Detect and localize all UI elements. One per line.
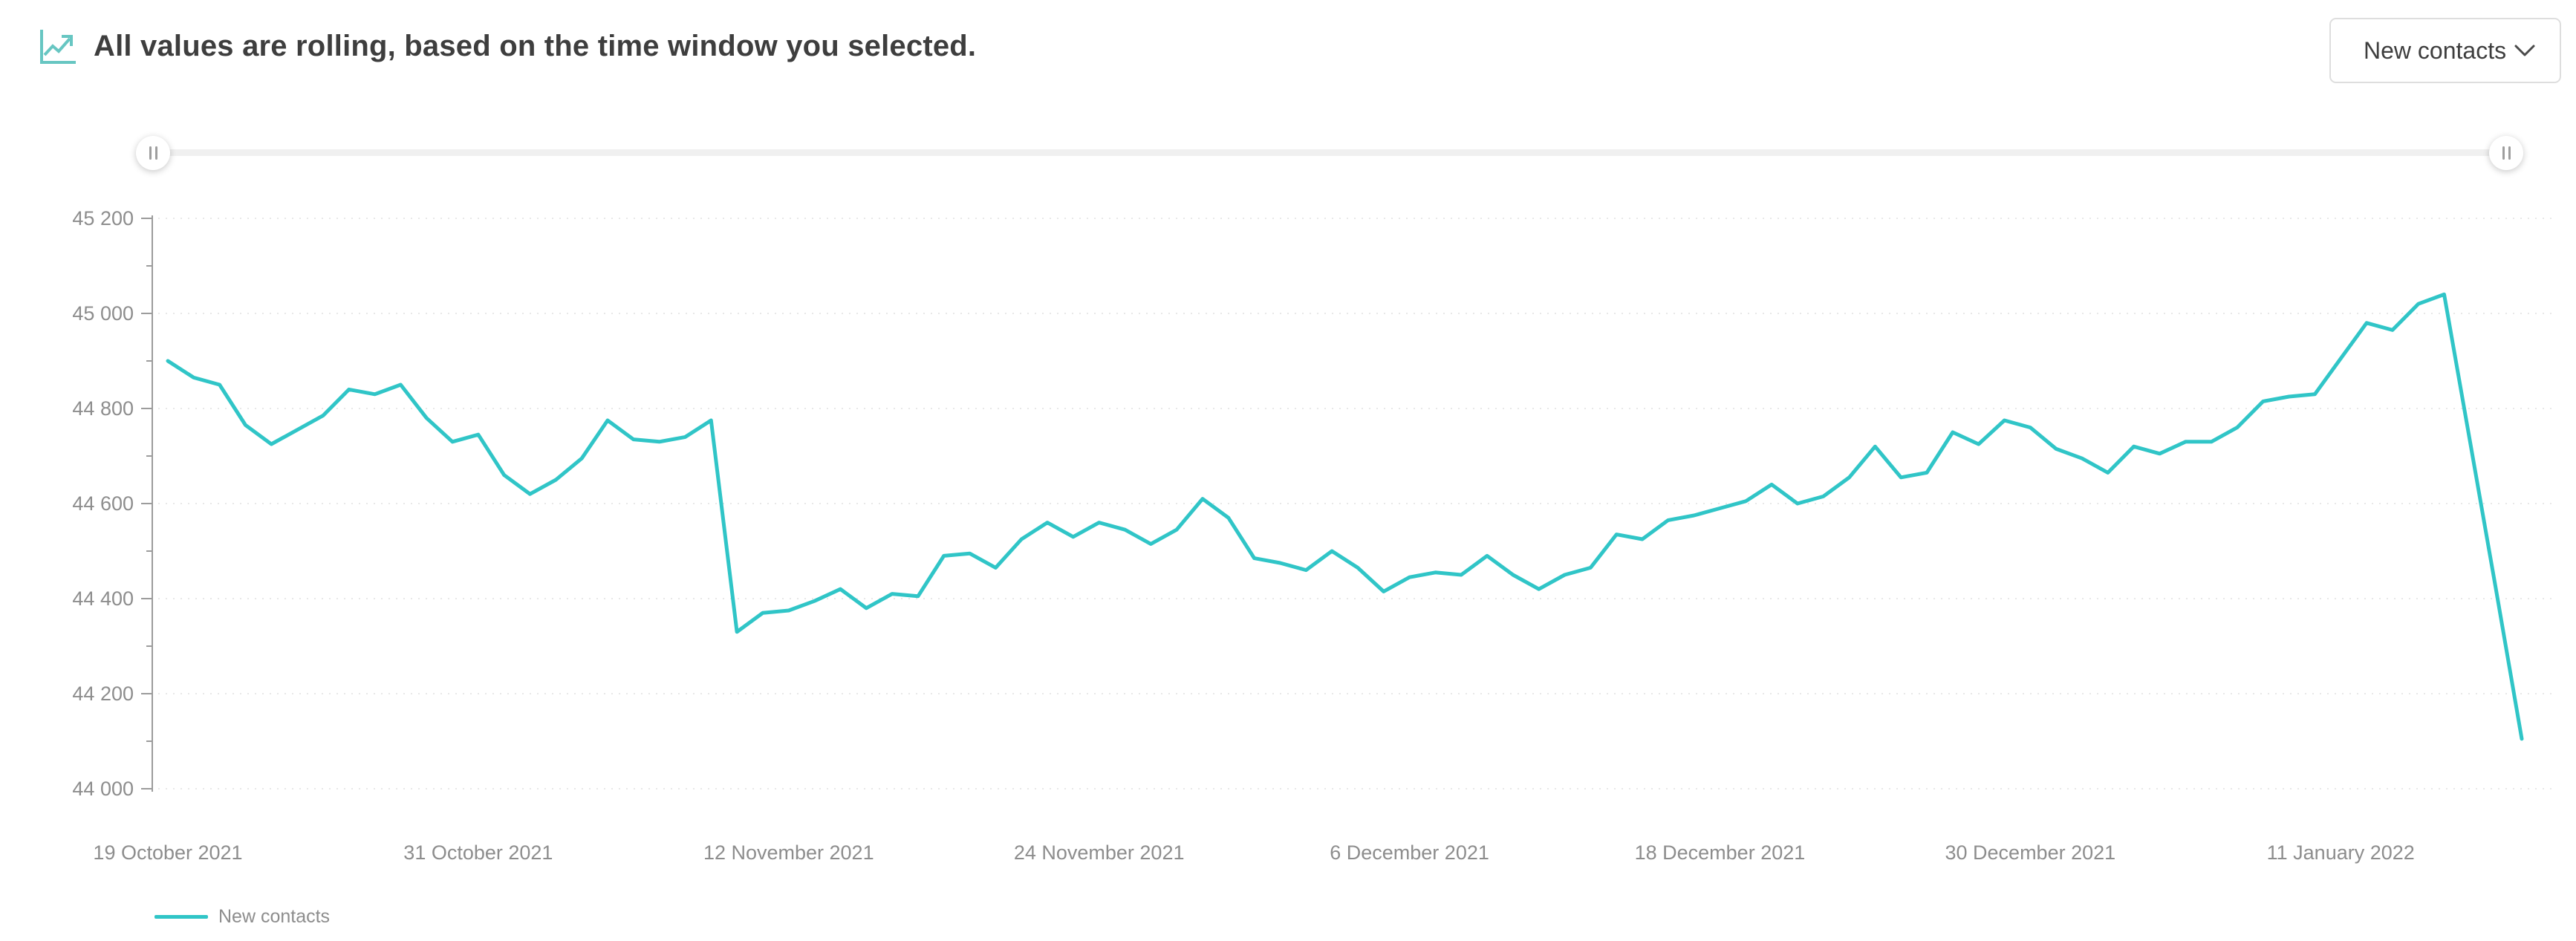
- chevron-down-icon: [2514, 45, 2535, 56]
- x-axis-label: 12 November 2021: [703, 841, 874, 864]
- y-axis-label: 44 000: [72, 778, 134, 800]
- grip-icon: [2508, 146, 2511, 160]
- line-chart: 44 000 44 200 44 400 44 600 44 800 45 000 45 2…: [72, 208, 2555, 864]
- x-axis-label: 19 October 2021: [93, 841, 242, 864]
- page-title: All values are rolling, based on the tim…: [94, 29, 977, 62]
- y-axis-label: 45 200: [72, 208, 134, 229]
- y-axis-label: 44 800: [72, 397, 134, 420]
- y-axis-label: 44 600: [72, 492, 134, 515]
- legend-line-swatch: [155, 915, 208, 919]
- x-axis-label: 6 December 2021: [1330, 841, 1489, 864]
- y-axis-label: 44 400: [72, 587, 134, 610]
- grip-icon: [155, 146, 157, 160]
- metric-dropdown-value: New contacts: [2364, 36, 2507, 64]
- series-line-new-contacts: [166, 292, 2524, 741]
- y-axis-label: 45 000: [72, 302, 134, 325]
- legend-item-new-contacts[interactable]: New contacts: [155, 906, 330, 928]
- x-axis-label: 24 November 2021: [1014, 841, 1185, 864]
- x-axis-label: 30 December 2021: [1945, 841, 2116, 864]
- slider-track[interactable]: [153, 149, 2506, 156]
- x-axis-label: 11 January 2022: [2267, 841, 2415, 864]
- y-axis-label: 44 200: [72, 683, 134, 705]
- line-chart-icon: [40, 30, 76, 64]
- grip-icon: [2502, 146, 2505, 160]
- x-axis-label: 18 December 2021: [1635, 841, 1806, 864]
- slider-handle-right[interactable]: [2489, 136, 2523, 170]
- legend-label: New contacts: [218, 906, 331, 927]
- x-axis-label: 31 October 2021: [403, 841, 553, 864]
- slider-handle-left[interactable]: [136, 136, 170, 170]
- header: All values are rolling, based on the tim…: [36, 25, 976, 67]
- grip-icon: [149, 146, 152, 160]
- metric-dropdown[interactable]: New contacts: [2329, 18, 2561, 83]
